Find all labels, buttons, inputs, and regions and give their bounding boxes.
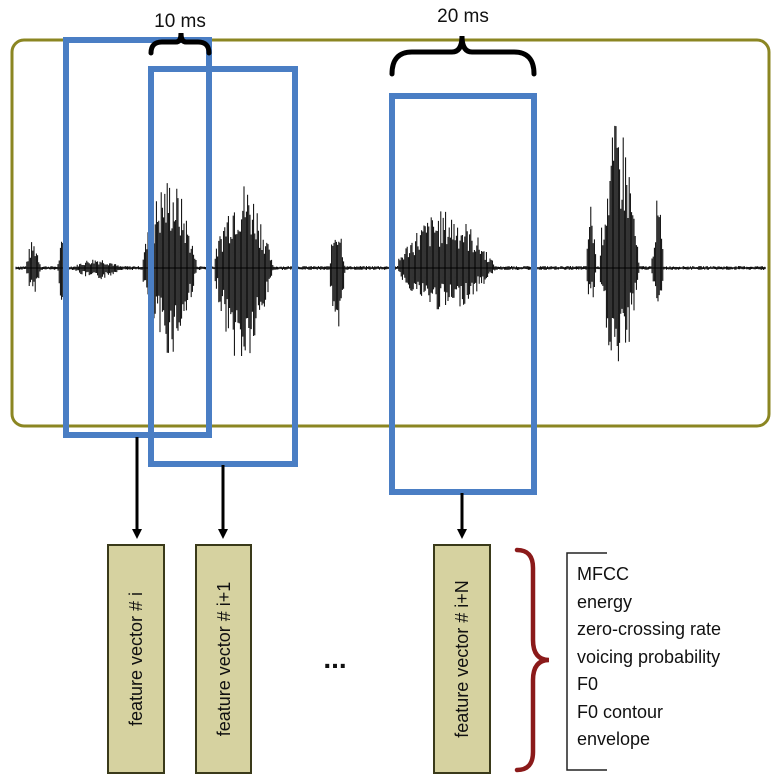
ellipsis: ... [323, 643, 346, 674]
feature-item-energy: energy [577, 591, 633, 612]
window-frame-i [63, 37, 212, 438]
feature-item-mfcc: MFCC [577, 564, 629, 584]
feature-vector-i-plus-n: feature vector # i+N [433, 544, 491, 774]
window-brace [389, 35, 537, 77]
hop-label: 10 ms [154, 11, 206, 32]
window-frame-i-plus-1 [148, 66, 298, 467]
feature-vector-i-plus-1: feature vector # i+1 [195, 544, 252, 774]
feature-item-envelope: envelope [577, 729, 651, 749]
window-label: 20 ms [437, 6, 489, 27]
feature-item-f0: F0 [577, 674, 599, 694]
feature-item-zero-crossing-rate: zero-crossing rate [577, 619, 722, 639]
feature-vector-i-label: feature vector # i [126, 592, 146, 726]
feature-list: MFCC energy zero-crossing rate voicing p… [577, 561, 721, 754]
feature-vector-i: feature vector # i [107, 544, 165, 774]
features-brace [514, 547, 550, 773]
feature-vector-i-plus-1-label: feature vector # i+1 [214, 582, 234, 737]
feature-item-voicing-probability: voicing probability [577, 646, 721, 667]
features-list-bracket [566, 552, 607, 771]
feature-vector-i-plus-n-label: feature vector # i+N [452, 580, 472, 738]
hop-brace [148, 32, 212, 56]
window-frame-i-plus-n [389, 93, 537, 495]
feature-item-f0-contour: F0 contour [577, 701, 664, 722]
